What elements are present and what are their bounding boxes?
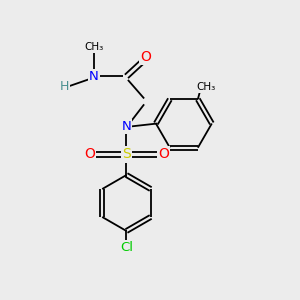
Text: O: O — [140, 50, 151, 64]
Text: N: N — [89, 70, 99, 83]
Text: O: O — [158, 147, 169, 161]
Text: H: H — [60, 80, 69, 93]
Text: O: O — [84, 147, 95, 161]
Text: Cl: Cl — [120, 241, 133, 254]
Text: CH₃: CH₃ — [197, 82, 216, 92]
Text: CH₃: CH₃ — [84, 42, 104, 52]
Text: S: S — [122, 147, 131, 161]
Text: N: N — [122, 120, 131, 133]
